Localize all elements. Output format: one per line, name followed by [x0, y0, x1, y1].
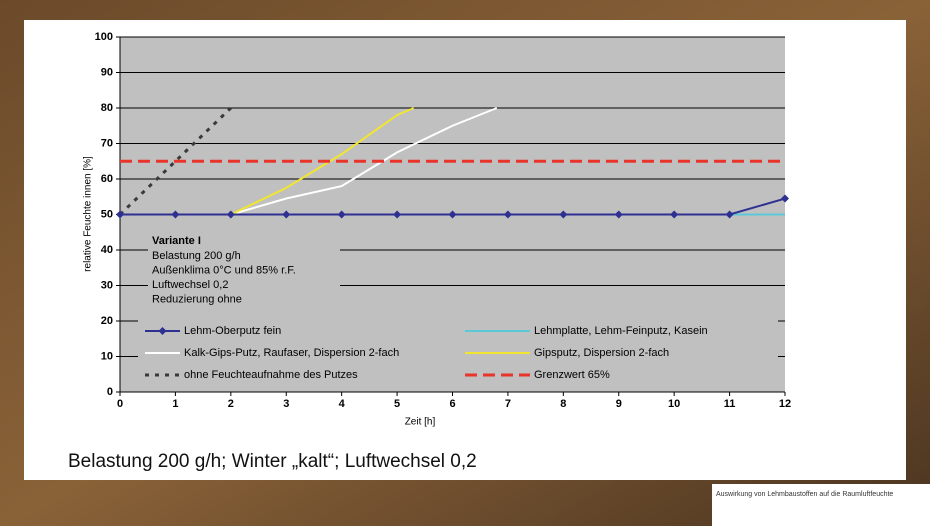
annotation-line: Außenklima 0°C und 85% r.F. — [152, 264, 296, 276]
y-axis-label: relative Feuchte innen [%] — [83, 156, 94, 272]
x-tick-label: 6 — [449, 398, 455, 410]
annotation-line: Reduzierung ohne — [152, 293, 242, 305]
x-axis-label: Zeit [h] — [405, 417, 436, 428]
annotation-line: Luftwechsel 0,2 — [152, 279, 228, 291]
x-tick-label: 1 — [172, 398, 178, 410]
y-tick-label: 10 — [101, 350, 113, 362]
x-tick-label: 7 — [505, 398, 511, 410]
y-tick-label: 30 — [101, 279, 113, 291]
y-tick-label: 70 — [101, 137, 113, 149]
x-tick-label: 4 — [339, 398, 346, 410]
x-tick-label: 11 — [724, 398, 736, 410]
annotation-title: Variante I — [152, 235, 201, 247]
page: Auswirkung von Lehmbaustoffen auf die Ra… — [0, 0, 930, 526]
footer-title: Auswirkung von Lehmbaustoffen auf die Ra… — [716, 491, 893, 498]
x-tick-label: 3 — [283, 398, 289, 410]
x-tick-label: 12 — [779, 398, 791, 410]
y-tick-label: 0 — [107, 386, 113, 398]
x-tick-label: 5 — [394, 398, 400, 410]
x-tick-label: 2 — [228, 398, 234, 410]
x-tick-label: 0 — [117, 398, 123, 410]
x-tick-label: 10 — [668, 398, 680, 410]
y-tick-label: 80 — [101, 102, 113, 114]
legend-label: Grenzwert 65% — [534, 369, 610, 381]
legend-label: ohne Feuchteaufnahme des Putzes — [184, 369, 358, 381]
legend-label: Kalk-Gips-Putz, Raufaser, Dispersion 2-f… — [184, 347, 399, 359]
y-tick-label: 20 — [101, 315, 113, 327]
caption: Belastung 200 g/h; Winter „kalt“; Luftwe… — [68, 451, 477, 472]
legend-label: Gipsputz, Dispersion 2-fach — [534, 347, 669, 359]
legend-label: Lehmplatte, Lehm-Feinputz, Kasein — [534, 325, 708, 337]
annotation-line: Belastung 200 g/h — [152, 250, 241, 262]
legend-label: Lehm-Oberputz fein — [184, 325, 281, 337]
y-tick-label: 50 — [101, 208, 113, 220]
x-tick-label: 9 — [616, 398, 622, 410]
slide: Auswirkung von Lehmbaustoffen auf die Ra… — [0, 0, 930, 526]
y-tick-label: 100 — [95, 31, 113, 43]
y-tick-label: 40 — [101, 244, 113, 256]
y-tick-label: 60 — [101, 173, 113, 185]
y-tick-label: 90 — [101, 66, 113, 78]
x-tick-label: 8 — [560, 398, 566, 410]
